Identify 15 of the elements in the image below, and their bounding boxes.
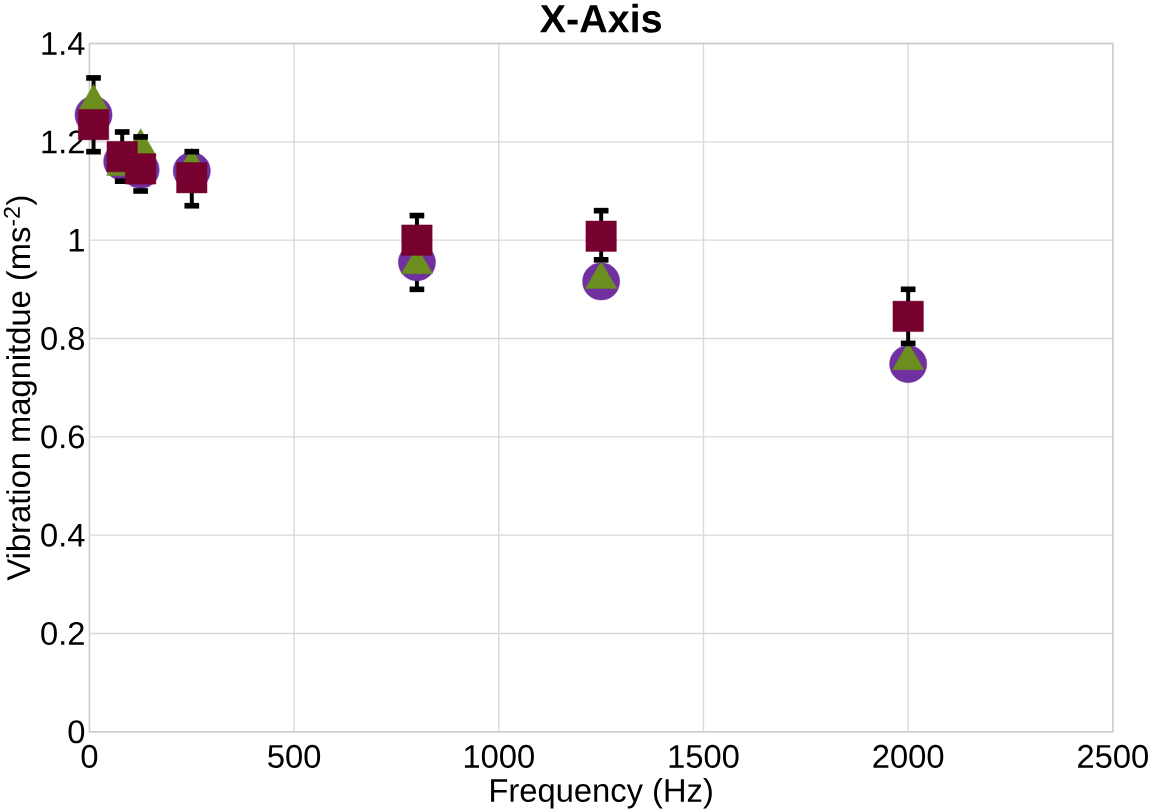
y-tick-label: 1.4: [42, 32, 85, 55]
x-tick-label: 500: [268, 744, 321, 768]
x-tick-label: 1000: [464, 744, 534, 768]
y-tick-label: 0.4: [41, 523, 85, 547]
y-tick-label: 0.8: [41, 326, 85, 350]
x-tick-label: 1500: [669, 744, 739, 768]
x-axis-title: Frequency (Hz): [491, 777, 712, 809]
x-tick-label: 2000: [873, 744, 944, 768]
y-axis-title: Vibration magnitdue (ms$^{-2}$): [3, 196, 37, 581]
x-tick-label: 2500: [1078, 744, 1148, 768]
chart-title: X-Axis: [540, 3, 661, 33]
y-tick-label: 1: [69, 228, 84, 252]
y-tick-label: 0.2: [41, 621, 84, 645]
y-tick-label: 0: [68, 720, 85, 744]
y-tick-label: 0.6: [41, 425, 85, 449]
